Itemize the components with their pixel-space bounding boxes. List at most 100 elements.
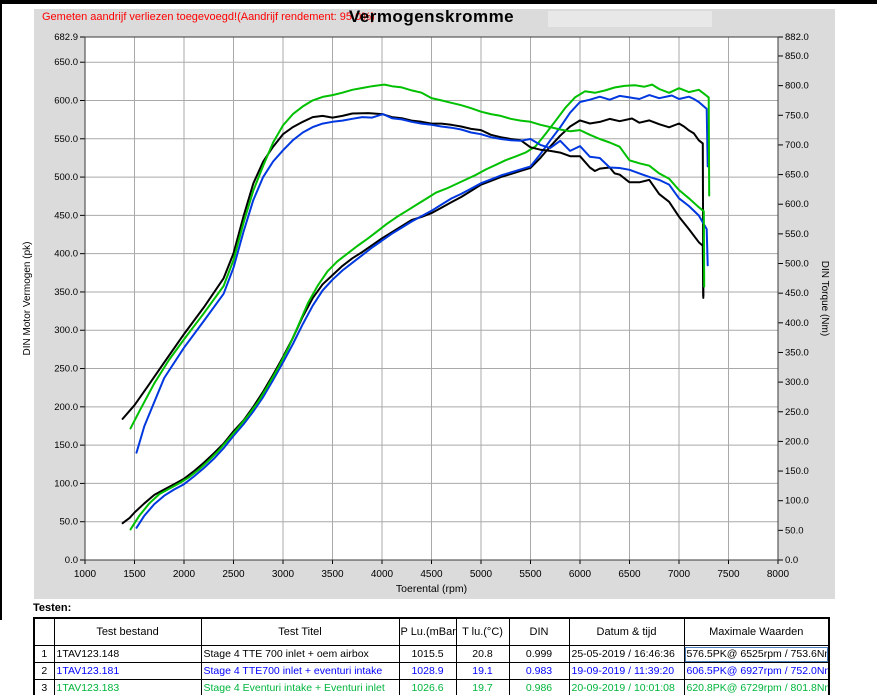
left-axis-tick-label: 450.0 bbox=[54, 210, 78, 221]
cell-nr-row2[interactable]: 2 bbox=[33, 662, 55, 680]
tests-table: Test bestand Test Titel P Lu.(mBar) T lu.(°… bbox=[33, 617, 830, 695]
table-header-row: Test bestand Test Titel P Lu.(mBar) T lu.(°… bbox=[33, 617, 830, 646]
power-curve-chart: 682.9 650.0 600.0 550.0 500.0 450.0 400.0 350.0… bbox=[22, 32, 830, 595]
cell-din-row3[interactable]: 0.986 bbox=[508, 679, 570, 695]
x-axis-tick-label: 4500 bbox=[420, 569, 443, 580]
right-axis-tick-label: 882.0 bbox=[785, 32, 809, 43]
x-axis-tick-label: 7000 bbox=[668, 569, 691, 580]
curve-power-run2-blue bbox=[135, 94, 709, 529]
left-axis-tick-label: 50.0 bbox=[60, 517, 79, 528]
left-axis-tick-label: 100.0 bbox=[54, 478, 78, 489]
cell-titel-row3[interactable]: Stage 4 Eventuri intake + Eventuri inlet bbox=[200, 679, 400, 695]
test-row-1: 1 1TAV123.148 Stage 4 TTE 700 inlet + oem … bbox=[33, 645, 830, 663]
left-axis-title: DIN Motor Vermogen (pk) bbox=[22, 242, 33, 356]
left-axis-tick-label: 250.0 bbox=[54, 364, 78, 375]
right-axis-tick-label: 800.0 bbox=[785, 81, 809, 92]
cell-t-row3[interactable]: 19.7 bbox=[455, 679, 510, 695]
chart-title: Vermogenskromme bbox=[348, 7, 515, 26]
right-axis-tick-label: 200.0 bbox=[785, 436, 809, 447]
test-row-2: 2 1TAV123.181 Stage 4 TTE700 inlet + event… bbox=[33, 662, 830, 680]
cell-max-row2[interactable]: 606.5PK@ 6927rpm / 752.0Nm@ 4010rpm bbox=[683, 662, 830, 680]
cell-nr-row1[interactable]: 1 bbox=[33, 645, 55, 663]
x-axis-tick-label: 6500 bbox=[618, 569, 641, 580]
right-axis-tick-label: 850.0 bbox=[785, 51, 809, 62]
cell-bestand-row1[interactable]: 1TAV123.148 bbox=[53, 645, 202, 663]
cell-bestand-row2[interactable]: 1TAV123.181 bbox=[53, 662, 202, 680]
column-header-T lu.(°C): T lu.(°C) bbox=[455, 617, 510, 646]
x-axis-tick-label: 6000 bbox=[569, 569, 592, 580]
right-axis-tick-label: 600.0 bbox=[785, 199, 809, 210]
column-header-DIN: DIN bbox=[508, 617, 570, 646]
curve-torque-run3-green bbox=[129, 83, 706, 430]
x-axis-tick-label: 5500 bbox=[519, 569, 542, 580]
plot-border bbox=[84, 36, 779, 561]
left-axis-tick-label: 550.0 bbox=[54, 134, 78, 145]
legend-placeholder-box bbox=[548, 11, 712, 27]
x-axis-tick-label: 7500 bbox=[717, 569, 740, 580]
right-axis-tick-label: 350.0 bbox=[785, 347, 809, 358]
right-axis-tick-label: 250.0 bbox=[785, 407, 809, 418]
right-axis-tick-label: 0.0 bbox=[785, 555, 798, 566]
cell-din-row1[interactable]: 0.999 bbox=[508, 645, 570, 663]
cell-p-row3[interactable]: 1026.6 bbox=[398, 679, 457, 695]
x-axis-tick-label: 1000 bbox=[74, 569, 97, 580]
left-axis-tick-label: 600.0 bbox=[54, 95, 78, 106]
left-axis-tick-label: 682.9 bbox=[54, 32, 78, 43]
cell-din-row2[interactable]: 0.983 bbox=[508, 662, 570, 680]
x-axis-tick-label: 8000 bbox=[767, 569, 790, 580]
right-axis-title: DIN Torque (Nm) bbox=[819, 261, 830, 336]
x-axis-tick-label: 2000 bbox=[173, 569, 196, 580]
cell-t-row2[interactable]: 19.1 bbox=[455, 662, 510, 680]
right-axis-tick-label: 150.0 bbox=[785, 466, 809, 477]
right-axis-tick-label: 750.0 bbox=[785, 110, 809, 121]
right-axis-tick-label: 100.0 bbox=[785, 496, 809, 507]
x-axis-tick-label: 4000 bbox=[371, 569, 394, 580]
cell-nr-row3[interactable]: 3 bbox=[33, 679, 55, 695]
cell-max-row1[interactable]: 576.5PK@ 6525rpm / 753.6Nm@ 3863rpm bbox=[683, 645, 830, 663]
left-axis-tick-label: 150.0 bbox=[54, 440, 78, 451]
cell-t-row1[interactable]: 20.8 bbox=[455, 645, 510, 663]
curve-power-run3-green bbox=[129, 83, 711, 531]
left-axis-tick-label: 400.0 bbox=[54, 249, 78, 260]
curve-torque-run1-black bbox=[121, 112, 705, 420]
cell-datum-row3[interactable]: 20-09-2019 / 10:01:08 bbox=[568, 679, 685, 695]
left-axis-tick-label: 200.0 bbox=[54, 402, 78, 413]
curve-power-run1-black bbox=[121, 117, 705, 525]
tests-section: Testen: Test bestand Test Titel P Lu.(mBar… bbox=[33, 602, 830, 695]
column-header-Maximale Waarden: Maximale Waarden bbox=[683, 617, 830, 646]
tests-section-label: Testen: bbox=[33, 602, 72, 614]
x-axis-tick-label: 3000 bbox=[272, 569, 295, 580]
column-header-Test Titel: Test Titel bbox=[200, 617, 400, 646]
cell-titel-row2[interactable]: Stage 4 TTE700 inlet + eventuri intake bbox=[200, 662, 400, 680]
cell-p-row2[interactable]: 1028.9 bbox=[398, 662, 457, 680]
cell-p-row1[interactable]: 1015.5 bbox=[398, 645, 457, 663]
curve-torque-run2-blue bbox=[135, 113, 709, 454]
right-axis-tick-label: 700.0 bbox=[785, 140, 809, 151]
cell-datum-row2[interactable]: 19-09-2019 / 11:39:20 bbox=[568, 662, 685, 680]
window-top-border bbox=[0, 0, 877, 4]
x-axis-tick-label: 3500 bbox=[321, 569, 344, 580]
x-axis-title: Toerental (rpm) bbox=[396, 583, 467, 595]
left-axis-tick-label: 650.0 bbox=[54, 57, 78, 68]
test-row-3: 3 1TAV123.183 Stage 4 Eventuri intake + Ev… bbox=[33, 679, 830, 695]
window-left-border bbox=[0, 0, 2, 620]
left-axis-tick-label: 500.0 bbox=[54, 172, 78, 183]
cell-titel-row1[interactable]: Stage 4 TTE 700 inlet + oem airbox bbox=[200, 645, 400, 663]
column-header-Test bestand: Test bestand bbox=[53, 617, 202, 646]
drivetrain-loss-note: Gemeten aandrijf verliezen toegevoegd!(A… bbox=[42, 11, 375, 23]
x-axis-tick-label: 1500 bbox=[123, 569, 146, 580]
right-axis-tick-label: 300.0 bbox=[785, 377, 809, 388]
right-axis-tick-label: 400.0 bbox=[785, 318, 809, 329]
right-axis-tick-label: 550.0 bbox=[785, 229, 809, 240]
right-axis-tick-label: 450.0 bbox=[785, 288, 809, 299]
x-axis-tick-label: 2500 bbox=[222, 569, 245, 580]
cell-bestand-row3[interactable]: 1TAV123.183 bbox=[53, 679, 202, 695]
cell-datum-row1[interactable]: 25-05-2019 / 16:46:36 bbox=[568, 645, 685, 663]
right-axis-tick-label: 650.0 bbox=[785, 170, 809, 181]
left-axis-tick-label: 300.0 bbox=[54, 325, 78, 336]
right-axis-tick-label: 50.0 bbox=[785, 525, 804, 536]
column-header-P Lu.(mBar): P Lu.(mBar) bbox=[398, 617, 457, 646]
cell-max-row3[interactable]: 620.8PK@ 6729rpm / 801.8Nm@ 4025rpm bbox=[683, 679, 830, 695]
x-axis-tick-label: 5000 bbox=[470, 569, 493, 580]
